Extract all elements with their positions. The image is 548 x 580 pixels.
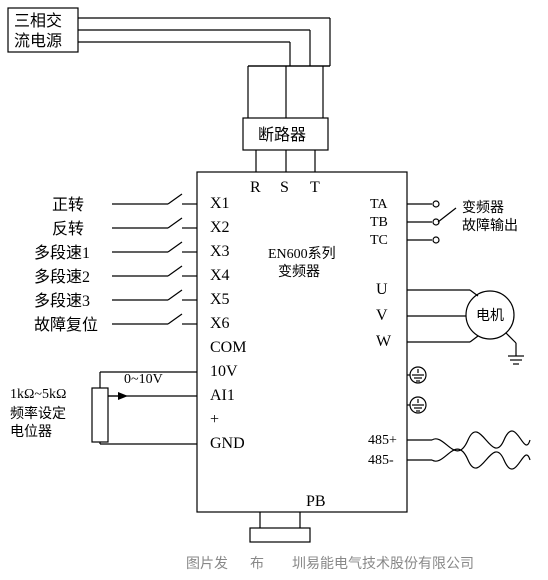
pin-10v: 10V xyxy=(210,363,238,380)
pot-symbol xyxy=(92,388,108,442)
switch-ticks xyxy=(168,194,182,324)
ground-icon-2 xyxy=(410,397,426,413)
label-x2: 反转 xyxy=(52,220,84,238)
pin-tb: TB xyxy=(370,215,388,230)
pin-485m: 485- xyxy=(368,453,394,468)
relay-label-2: 故障输出 xyxy=(462,218,518,234)
pot-purpose-2: 电位器 xyxy=(10,424,52,440)
pot-wiper-arrow-icon xyxy=(118,392,128,400)
pin-v: V xyxy=(376,307,388,324)
vfd-terminal-s: S xyxy=(280,179,289,196)
pin-ai1: AI1 xyxy=(210,387,235,404)
label-x6: 故障复位 xyxy=(34,316,98,334)
ground-icon-1 xyxy=(410,367,426,383)
twistedpair-icon xyxy=(432,431,530,451)
pin-485p: 485+ xyxy=(368,433,397,448)
pot-signal: 0~10V xyxy=(124,372,163,387)
pin-x2: X2 xyxy=(210,219,230,236)
label-x5: 多段速3 xyxy=(34,292,90,310)
pin-tc: TC xyxy=(370,233,388,248)
source-label-2: 流电源 xyxy=(14,32,62,50)
source-label-1: 三相交 xyxy=(14,12,62,30)
vfd-type-label: 变频器 xyxy=(278,264,320,280)
label-x3: 多段速1 xyxy=(34,244,90,262)
vfd-model-label: EN600系列 xyxy=(268,246,336,262)
brake-resistor-symbol xyxy=(250,528,310,542)
footer-prefix: 图片发 xyxy=(186,556,228,572)
label-x4: 多段速2 xyxy=(34,268,90,286)
pot-range: 1kΩ~5kΩ xyxy=(10,387,66,402)
pin-pb: PB xyxy=(306,493,326,510)
pin-ta: TA xyxy=(370,197,388,212)
left-input-wires xyxy=(112,204,197,324)
vfd-terminal-r: R xyxy=(250,179,261,196)
pin-u: U xyxy=(376,281,388,298)
footer-fragment: 布 xyxy=(250,556,264,572)
relay-label-1: 变频器 xyxy=(462,200,504,216)
vfd-left-pins: X1 X2 X3 X4 X5 X6 COM 10V AI1 + GND xyxy=(210,195,246,452)
pot-purpose-1: 频率设定 xyxy=(10,405,66,422)
label-x1: 正转 xyxy=(52,196,84,214)
breaker-label: 断路器 xyxy=(258,126,306,144)
pin-x1: X1 xyxy=(210,195,230,212)
pin-x3: X3 xyxy=(210,243,230,260)
pin-x6: X6 xyxy=(210,315,230,332)
pin-gnd: GND xyxy=(210,435,245,452)
pin-x4: X4 xyxy=(210,267,230,284)
pin-plus: + xyxy=(210,411,219,428)
pin-x5: X5 xyxy=(210,291,230,308)
pin-com: COM xyxy=(210,339,246,356)
footer-company: 圳易能电气技术股份有限公司 xyxy=(292,556,474,572)
pin-w: W xyxy=(376,333,392,350)
motor-label: 电机 xyxy=(476,308,504,324)
vfd-terminal-t: T xyxy=(310,179,320,196)
